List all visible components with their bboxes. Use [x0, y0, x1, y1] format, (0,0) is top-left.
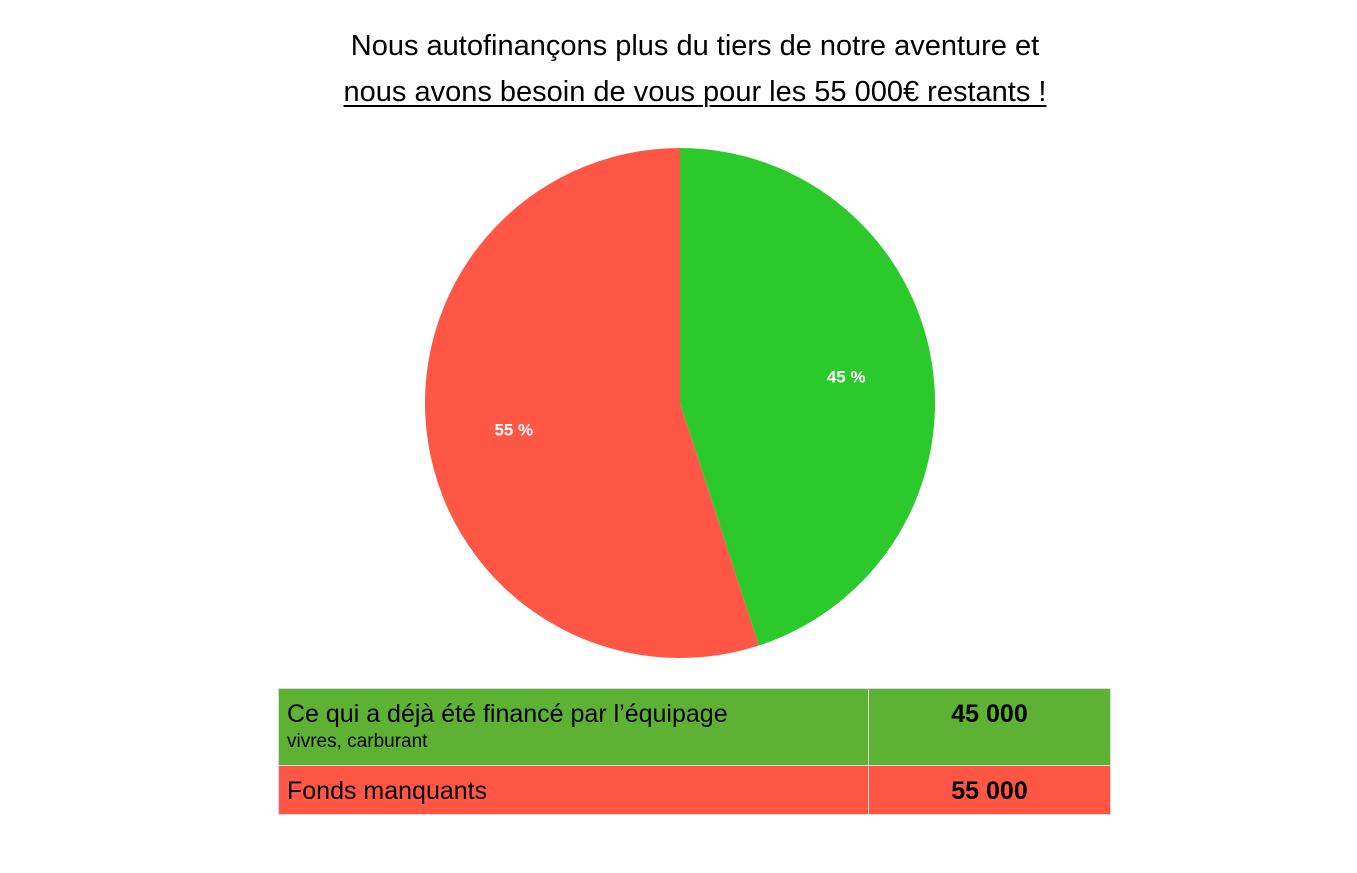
headline-line-2-text: nous avons besoin de vous pour les 55 00…: [343, 76, 1047, 108]
pie-label-missing: 55 %: [494, 420, 533, 439]
pie-slice-missing: [425, 148, 759, 658]
missing-label-cell: Fonds manquants: [278, 765, 869, 815]
funded-amount: 45 000: [951, 700, 1028, 728]
funded-sublabel: vivres, carburant: [287, 731, 428, 752]
headline-line-1: Nous autofinançons plus du tiers de notr…: [350, 30, 1040, 62]
funded-amount-cell: 45 000: [868, 688, 1111, 766]
missing-amount: 55 000: [951, 777, 1028, 805]
table-row-funded: Ce qui a déjà été financé par l’équipage…: [278, 688, 1111, 766]
missing-label: Fonds manquants: [287, 777, 488, 805]
funding-table: Ce qui a déjà été financé par l’équipage…: [278, 688, 1111, 815]
table-row-missing: Fonds manquants 55 000: [278, 765, 1111, 815]
pie-label-funded: 45 %: [827, 368, 866, 387]
funded-label: Ce qui a déjà été financé par l’équipage: [287, 700, 728, 728]
missing-amount-cell: 55 000: [868, 765, 1111, 815]
funded-label-cell: Ce qui a déjà été financé par l’équipage…: [278, 688, 869, 766]
pie-slice-funded: [680, 148, 936, 646]
headline-line-2: nous avons besoin de vous pour les 55 00…: [0, 69, 1357, 115]
